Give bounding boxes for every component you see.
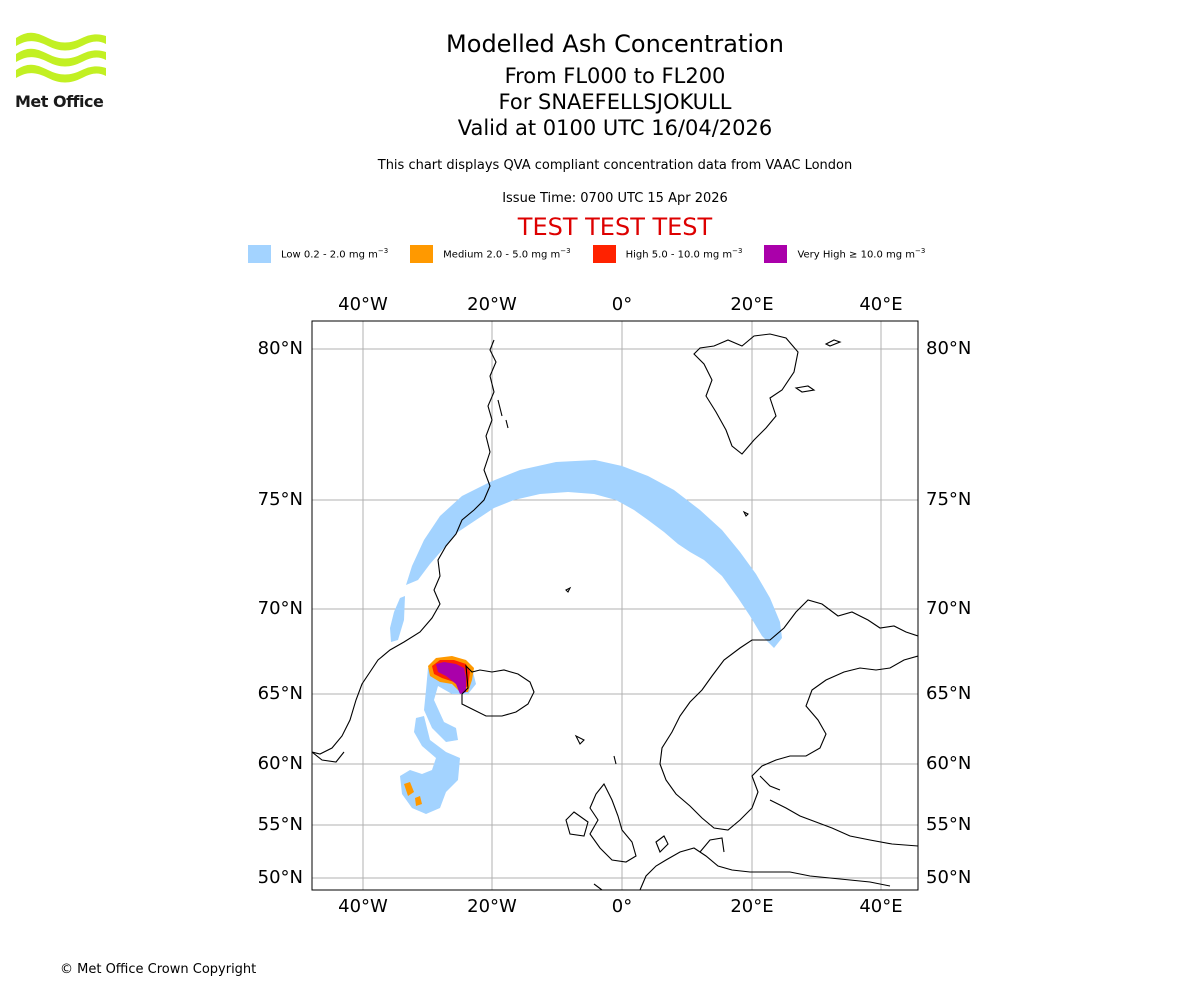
valid-time: Valid at 0100 UTC 16/04/2026 bbox=[457, 116, 773, 140]
lat-label-right-55n: 55°N bbox=[926, 814, 971, 835]
legend-swatch-very-high bbox=[764, 245, 788, 263]
ash-very-high-plume bbox=[436, 662, 466, 694]
lat-label-left-60n: 60°N bbox=[258, 753, 303, 774]
chart-title: Modelled Ash Concentration bbox=[446, 30, 784, 58]
lon-label-top-20e: 20°E bbox=[730, 294, 773, 315]
lat-label-left-80n: 80°N bbox=[258, 338, 303, 359]
lat-label-right-65n: 65°N bbox=[926, 683, 971, 704]
ash-low-patch bbox=[400, 716, 460, 814]
lat-label-left-70n: 70°N bbox=[258, 598, 303, 619]
legend-swatch-low bbox=[248, 245, 271, 263]
flight-level-range: From FL000 to FL200 bbox=[504, 64, 726, 88]
volcano-name: For SNAEFELLSJOKULL bbox=[498, 90, 732, 114]
legend-swatch-medium bbox=[410, 245, 434, 263]
ash-medium-south-2 bbox=[415, 796, 422, 806]
lon-label-top-20w: 20°W bbox=[467, 294, 517, 315]
legend-label-very-high: Very High ≥ 10.0 mg m bbox=[797, 249, 916, 261]
legend-item-medium: Medium 2.0 - 5.0 mg m−3 bbox=[410, 245, 571, 263]
ash-low-tail-west bbox=[390, 596, 405, 642]
ash-medium-south-1 bbox=[404, 782, 414, 796]
coastlines bbox=[312, 333, 918, 890]
legend-item-high: High 5.0 - 10.0 mg m−3 bbox=[592, 245, 742, 263]
lon-label-top-40e: 40°E bbox=[859, 294, 902, 315]
map-frame bbox=[311, 320, 919, 891]
copyright-notice: © Met Office Crown Copyright bbox=[60, 962, 257, 977]
legend-label-medium: Medium 2.0 - 5.0 mg m bbox=[443, 249, 561, 261]
lon-label-bottom-40e: 40°E bbox=[859, 896, 902, 917]
test-banner: TEST TEST TEST bbox=[517, 213, 713, 241]
lat-label-left-75n: 75°N bbox=[258, 489, 303, 510]
legend-item-very-high: Very High ≥ 10.0 mg m−3 bbox=[764, 245, 925, 263]
met-office-logo-icon bbox=[16, 32, 106, 83]
legend-item-low: Low 0.2 - 2.0 mg m−3 bbox=[248, 245, 388, 263]
legend-label-low: Low 0.2 - 2.0 mg m bbox=[281, 249, 378, 261]
lon-label-top-0: 0° bbox=[612, 294, 632, 315]
lon-label-top-40w: 40°W bbox=[338, 294, 388, 315]
lat-label-right-75n: 75°N bbox=[926, 489, 971, 510]
lat-label-right-70n: 70°N bbox=[926, 598, 971, 619]
qva-subtitle: This chart displays QVA compliant concen… bbox=[377, 158, 853, 173]
lon-label-bottom-20w: 20°W bbox=[467, 896, 517, 917]
lat-label-right-60n: 60°N bbox=[926, 753, 971, 774]
lat-label-left-50n: 50°N bbox=[258, 867, 303, 888]
legend-swatch-high bbox=[592, 245, 616, 263]
graticule bbox=[312, 321, 918, 890]
lon-label-bottom-20e: 20°E bbox=[730, 896, 773, 917]
lat-label-right-80n: 80°N bbox=[926, 338, 971, 359]
concentration-legend: Low 0.2 - 2.0 mg m−3 Medium 2.0 - 5.0 mg… bbox=[248, 244, 947, 264]
lat-label-right-50n: 50°N bbox=[926, 867, 971, 888]
met-office-logo-text: Met Office bbox=[15, 92, 104, 111]
lat-label-left-55n: 55°N bbox=[258, 814, 303, 835]
issue-time: Issue Time: 0700 UTC 15 Apr 2026 bbox=[502, 191, 728, 206]
ash-low-arc bbox=[406, 460, 782, 648]
legend-label-high: High 5.0 - 10.0 mg m bbox=[625, 249, 733, 261]
lon-label-bottom-40w: 40°W bbox=[338, 896, 388, 917]
lon-label-bottom-0: 0° bbox=[612, 896, 632, 917]
lat-label-left-65n: 65°N bbox=[258, 683, 303, 704]
